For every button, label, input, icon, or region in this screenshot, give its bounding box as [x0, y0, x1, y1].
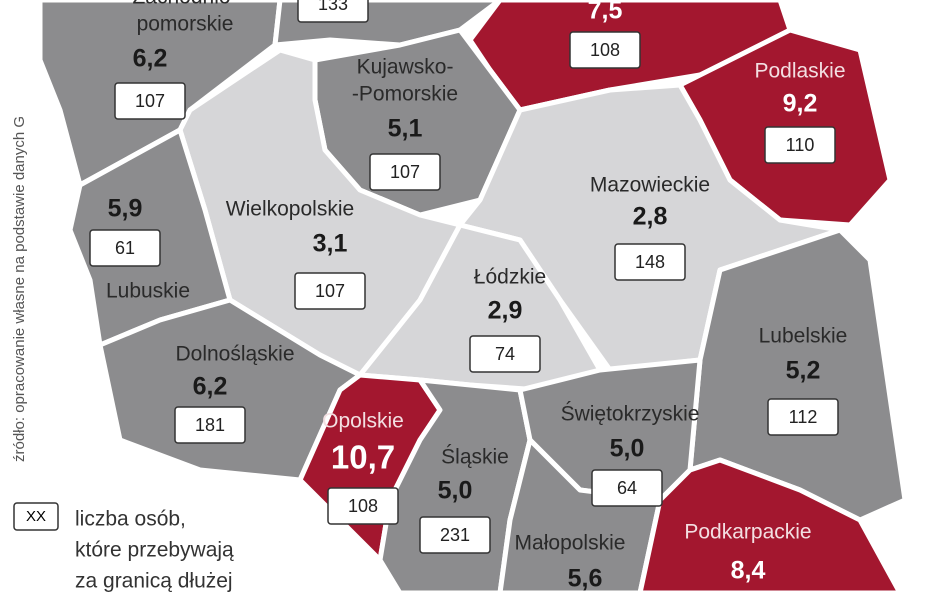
- region-count: 112: [789, 407, 818, 427]
- region-value: 6,2: [193, 373, 228, 401]
- region-count: 148: [635, 252, 665, 272]
- region-value: 8,4: [731, 557, 766, 585]
- region-count: 64: [617, 478, 637, 498]
- count-box: [294, 272, 366, 310]
- region-value: 5,2: [786, 357, 821, 385]
- region-name: Lubuskie: [106, 280, 190, 303]
- region-name: Zachodnio-: [132, 0, 237, 9]
- region-name: Małopolskie: [515, 532, 626, 555]
- count-box: [569, 31, 641, 69]
- region-count: 107: [135, 91, 165, 111]
- region-name: Mazowieckie: [590, 174, 710, 197]
- region-name: Lubelskie: [759, 325, 848, 348]
- region-value: 5,0: [438, 477, 473, 505]
- region: [637, 457, 903, 593]
- count-box: [591, 469, 663, 507]
- legend-text: liczba osób,: [75, 508, 186, 531]
- region-value: 5,0: [610, 435, 645, 463]
- region-count: 231: [440, 525, 470, 545]
- region-name: Łódzkie: [474, 266, 546, 289]
- region-name: Dolnośląskie: [175, 343, 294, 366]
- count-box: [89, 229, 161, 267]
- region-name: Świętokrzyskie: [561, 402, 700, 426]
- region-count: 61: [115, 238, 135, 258]
- region-name: Podlaskie: [754, 60, 845, 83]
- region-name: Podkarpackie: [684, 521, 811, 544]
- count-box: [114, 82, 186, 120]
- count-box: [419, 516, 491, 554]
- region-count: 110: [786, 135, 815, 155]
- region-count: 108: [348, 496, 378, 516]
- count-box: [767, 398, 839, 436]
- region-count: 108: [590, 40, 620, 60]
- region-name: Śląskie: [441, 445, 509, 469]
- region-name: pomorskie: [137, 13, 234, 36]
- legend-symbol: XX: [26, 508, 46, 525]
- region-name: Kujawsko-: [357, 56, 454, 79]
- region-value: 2,8: [633, 203, 668, 231]
- region-name: Wielkopolskie: [226, 198, 354, 221]
- region-value: 5,9: [108, 195, 143, 223]
- legend-text: za granicą dłużej: [75, 570, 233, 593]
- region-count: 133: [318, 0, 348, 14]
- region-value: 5,1: [388, 115, 423, 143]
- region-value: 10,7: [331, 439, 395, 476]
- count-box: [369, 153, 441, 191]
- region-name: Opolskie: [322, 410, 404, 433]
- region-value: 6,2: [133, 45, 168, 73]
- region-value: 2,9: [488, 297, 523, 325]
- count-box: [297, 0, 369, 23]
- region-value: 7,5: [588, 0, 623, 25]
- count-box: [174, 406, 246, 444]
- legend-box: [13, 502, 59, 531]
- region-value: 3,1: [313, 230, 348, 258]
- region-count: 74: [495, 344, 515, 364]
- count-box: [469, 335, 541, 373]
- region-value: 5,6: [568, 565, 603, 593]
- count-box: [327, 487, 399, 525]
- count-box: [764, 126, 836, 164]
- legend-text: które przebywają: [75, 539, 234, 562]
- source: źródło: opracowanie własne na podstawie …: [11, 116, 28, 462]
- region-count: 107: [315, 281, 345, 301]
- region-count: 181: [195, 415, 225, 435]
- region-name: -Pomorskie: [352, 83, 458, 106]
- region-value: 9,2: [783, 90, 818, 118]
- count-box: [614, 243, 686, 281]
- region-count: 107: [390, 162, 420, 182]
